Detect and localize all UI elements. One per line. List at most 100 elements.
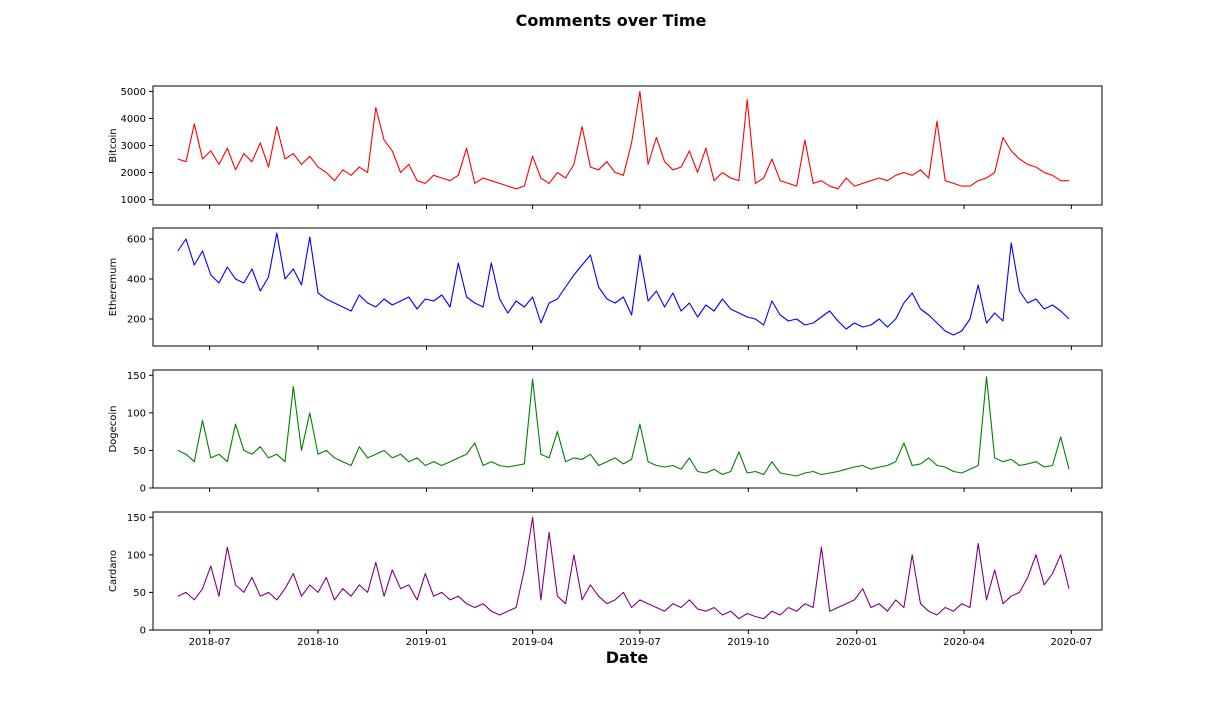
data-point-bitcoin: [746, 98, 749, 101]
data-point-cardano: [713, 606, 716, 609]
data-point-bitcoin: [531, 155, 534, 158]
data-point-dogecoin: [457, 456, 460, 459]
data-point-dogecoin: [176, 449, 179, 452]
data-point-dogecoin: [688, 456, 691, 459]
data-point-cardano: [383, 595, 386, 598]
data-point-bitcoin: [663, 160, 666, 163]
data-point-etheremum: [317, 292, 320, 295]
data-point-dogecoin: [275, 453, 278, 456]
y-tick-label-bitcoin: 1000: [121, 195, 146, 206]
data-point-dogecoin: [465, 453, 468, 456]
data-point-cardano: [1002, 602, 1005, 605]
data-point-dogecoin: [1068, 468, 1071, 471]
data-point-etheremum: [209, 274, 212, 277]
data-point-etheremum: [836, 320, 839, 323]
data-point-dogecoin: [911, 464, 914, 467]
data-point-cardano: [787, 606, 790, 609]
data-point-cardano: [523, 568, 526, 571]
data-point-bitcoin: [564, 177, 567, 180]
data-point-bitcoin: [1068, 179, 1071, 182]
panel-bitcoin: 1000 2000 3000 4000 5000 Bitcoin: [108, 85, 1103, 209]
data-point-etheremum: [424, 298, 427, 301]
data-point-etheremum: [399, 300, 402, 303]
data-point-bitcoin: [779, 179, 782, 182]
data-point-cardano: [556, 595, 559, 598]
data-point-bitcoin: [407, 163, 410, 166]
data-point-bitcoin: [358, 166, 361, 169]
data-point-dogecoin: [787, 473, 790, 476]
data-point-cardano: [581, 598, 584, 601]
data-point-etheremum: [597, 286, 600, 289]
data-point-bitcoin: [597, 168, 600, 171]
data-point-bitcoin: [770, 158, 773, 161]
chart-title: Comments over Time: [516, 11, 707, 30]
data-point-bitcoin: [284, 158, 287, 161]
data-point-cardano: [878, 602, 881, 605]
data-point-etheremum: [894, 318, 897, 321]
y-tick-label-cardano: 50: [133, 588, 146, 599]
data-point-cardano: [770, 610, 773, 613]
data-point-etheremum: [622, 296, 625, 299]
data-point-cardano: [812, 606, 815, 609]
data-point-dogecoin: [201, 419, 204, 422]
data-point-cardano: [622, 591, 625, 594]
data-point-etheremum: [713, 310, 716, 313]
data-point-bitcoin: [548, 182, 551, 185]
data-point-cardano: [284, 587, 287, 590]
data-point-cardano: [350, 595, 353, 598]
data-point-dogecoin: [969, 468, 972, 471]
data-point-bitcoin: [457, 174, 460, 177]
data-point-cardano: [308, 583, 311, 586]
data-point-bitcoin: [424, 182, 427, 185]
data-point-cardano: [960, 602, 963, 605]
data-point-etheremum: [853, 322, 856, 325]
data-point-cardano: [655, 606, 658, 609]
data-point-cardano: [762, 617, 765, 620]
data-point-dogecoin: [820, 473, 823, 476]
data-point-cardano: [515, 606, 518, 609]
data-point-bitcoin: [292, 152, 295, 155]
data-point-etheremum: [465, 296, 468, 299]
data-point-dogecoin: [539, 453, 542, 456]
data-point-cardano: [721, 614, 724, 617]
data-point-etheremum: [1059, 310, 1062, 313]
data-point-dogecoin: [597, 464, 600, 467]
data-point-bitcoin: [762, 177, 765, 180]
data-point-dogecoin: [952, 470, 955, 473]
data-point-cardano: [638, 598, 641, 601]
data-point-dogecoin: [399, 453, 402, 456]
data-point-cardano: [795, 610, 798, 613]
data-point-bitcoin: [861, 182, 864, 185]
data-point-dogecoin: [1026, 462, 1029, 465]
data-point-etheremum: [803, 324, 806, 327]
data-point-etheremum: [201, 250, 204, 253]
data-point-dogecoin: [605, 460, 608, 463]
series-line-bitcoin: [177, 90, 1069, 190]
data-point-etheremum: [407, 296, 410, 299]
data-point-bitcoin: [218, 163, 221, 166]
data-point-bitcoin: [680, 166, 683, 169]
data-point-etheremum: [663, 306, 666, 309]
data-point-etheremum: [523, 306, 526, 309]
data-point-dogecoin: [193, 460, 196, 463]
data-point-etheremum: [251, 268, 254, 271]
data-point-dogecoin: [383, 449, 386, 452]
data-point-dogecoin: [440, 464, 443, 467]
data-point-etheremum: [729, 308, 732, 311]
y-tick-label-dogecoin: 50: [133, 446, 146, 457]
data-point-bitcoin: [259, 141, 262, 144]
x-tick-label: 2018-10: [297, 637, 339, 648]
data-point-etheremum: [366, 302, 369, 305]
data-point-etheremum: [820, 316, 823, 319]
data-point-bitcoin: [193, 122, 196, 125]
data-point-bitcoin: [977, 179, 980, 182]
data-point-dogecoin: [960, 472, 963, 475]
data-point-bitcoin: [737, 179, 740, 182]
data-point-dogecoin: [506, 466, 509, 469]
data-point-etheremum: [770, 300, 773, 303]
data-point-etheremum: [671, 292, 674, 295]
data-point-dogecoin: [366, 456, 369, 459]
data-point-bitcoin: [803, 139, 806, 142]
data-point-dogecoin: [828, 472, 831, 475]
